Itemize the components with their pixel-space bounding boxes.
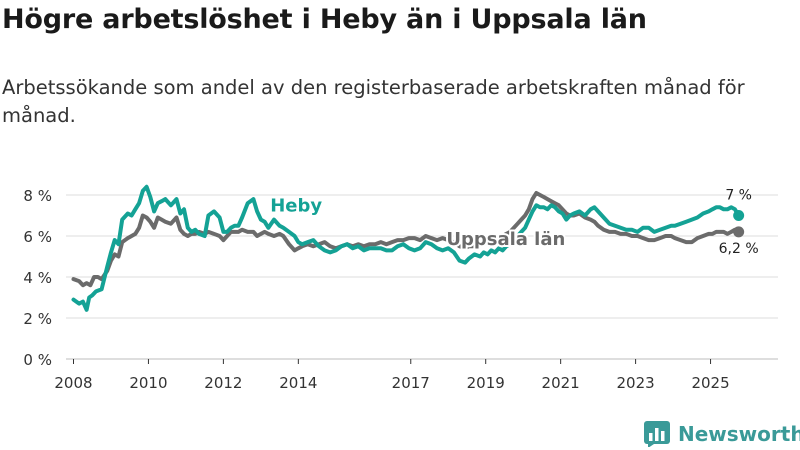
x-tick-label: 2014 bbox=[279, 374, 317, 392]
series-layer bbox=[71, 184, 745, 312]
gridlines bbox=[66, 194, 778, 360]
brand-name: Newsworthy bbox=[678, 422, 800, 446]
x-tick-label: 2019 bbox=[467, 374, 505, 392]
x-axis: 2008 2010 2012 2014 2017 2019 2021 2023 2025 bbox=[54, 359, 730, 392]
series-label-uppsala-lan: Uppsala län bbox=[446, 229, 565, 250]
y-tick-label: 6 % bbox=[23, 228, 52, 246]
x-tick-label: 2023 bbox=[617, 374, 655, 392]
y-tick-label: 0 % bbox=[23, 351, 52, 369]
y-tick-label: 2 % bbox=[23, 310, 52, 328]
end-marker-uppsala-lan bbox=[733, 226, 745, 238]
x-tick-label: 2012 bbox=[204, 374, 242, 392]
label-layer: Heby Uppsala län 7 % 6,2 % bbox=[268, 188, 759, 257]
end-marker-heby bbox=[733, 210, 745, 221]
y-tick-label: 4 % bbox=[23, 269, 52, 287]
y-axis: 0 % 2 % 4 % 6 % 8 % bbox=[23, 187, 52, 369]
y-tick-label: 8 % bbox=[23, 187, 52, 205]
x-tick-label: 2025 bbox=[691, 374, 729, 392]
end-value-heby: 7 % bbox=[725, 188, 752, 204]
end-value-uppsala-lan: 6,2 % bbox=[719, 241, 759, 257]
x-tick-label: 2021 bbox=[542, 374, 580, 392]
x-tick-label: 2010 bbox=[129, 374, 167, 392]
series-line-heby bbox=[71, 184, 741, 312]
newsworthy-logo: Newsworthy bbox=[644, 420, 800, 448]
newsworthy-logo-icon bbox=[644, 421, 670, 447]
x-tick-label: 2008 bbox=[54, 374, 92, 392]
series-label-heby: Heby bbox=[270, 195, 322, 216]
chart-title: Högre arbetslöshet i Heby än i Uppsala l… bbox=[2, 4, 647, 35]
series-line-uppsala-lan bbox=[71, 191, 741, 288]
chart-subtitle: Arbetssökande som andel av den registerb… bbox=[2, 76, 745, 127]
x-tick-label: 2017 bbox=[392, 374, 430, 392]
